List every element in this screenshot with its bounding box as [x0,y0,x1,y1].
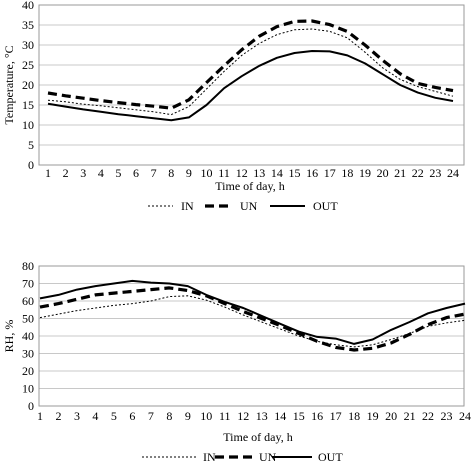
x-tick-label: 1 [37,409,43,423]
x-tick-label: 3 [80,166,86,180]
x-tick-label: 18 [348,409,360,423]
x-tick-label: 16 [311,409,323,423]
x-tick-label: 19 [367,409,379,423]
x-tick-label: 13 [256,409,268,423]
x-tick-label: 10 [200,409,212,423]
x-tick-label: 5 [115,166,121,180]
y-tick-label: 35 [22,18,34,32]
plot-frame [38,4,465,166]
series-line-in [39,295,466,348]
x-tick-label: 23 [441,409,453,423]
x-tick-label: 7 [151,166,157,180]
x-tick-label: 8 [168,166,174,180]
x-axis-label: Time of day, h [223,430,292,444]
x-tick-label: 18 [341,166,353,180]
x-tick-label: 7 [148,409,154,423]
x-tick-label: 11 [218,166,230,180]
plot-frame [38,265,465,407]
x-axis-label: Time of day, h [215,179,284,193]
legend-label-out: OUT [313,199,338,213]
y-axis-label: Temperature, °C [2,45,16,124]
x-tick-label: 24 [459,409,471,423]
x-tick-label: 20 [377,166,389,180]
x-tick-label: 15 [293,409,305,423]
x-tick-label: 21 [404,409,416,423]
x-tick-label: 4 [98,166,104,180]
legend: IN UN OUT [142,450,343,464]
x-tick-label: 14 [274,409,286,423]
y-tick-label: 30 [22,38,34,52]
legend-label-un: UN [240,199,258,213]
x-tick-label: 15 [289,166,301,180]
series-line-in [47,28,454,116]
x-tick-label: 13 [253,166,265,180]
y-axis-label: RH, % [2,320,16,353]
y-tick-label: 80 [22,259,34,273]
y-tick-label: 0 [28,399,34,413]
y-tick-label: 25 [22,58,34,72]
x-tick-label: 5 [111,409,117,423]
y-tick-label: 70 [22,277,34,291]
series-line-un [39,286,466,352]
x-tick-label: 24 [447,166,459,180]
x-tick-label: 2 [55,409,61,423]
x-tick-label: 3 [74,409,80,423]
x-tick-label: 10 [200,166,212,180]
y-tick-label: 40 [22,0,34,12]
x-tick-label: 12 [237,409,249,423]
x-tick-label: 22 [422,409,434,423]
x-tick-label: 22 [412,166,424,180]
y-tick-label: 0 [28,158,34,172]
y-tick-label: 15 [22,98,34,112]
y-tick-label: 40 [22,329,34,343]
x-tick-label: 4 [92,409,98,423]
x-tick-label: 20 [385,409,397,423]
y-tick-label: 5 [28,138,34,152]
x-tick-label: 6 [133,166,139,180]
x-tick-label: 17 [330,409,342,423]
x-tick-label: 2 [63,166,69,180]
x-tick-label: 8 [166,409,172,423]
x-tick-label: 12 [236,166,248,180]
y-tick-label: 20 [22,78,34,92]
legend: IN UN OUT [148,199,338,213]
x-tick-label: 1 [45,166,51,180]
legend-label-un: UN [259,450,277,464]
y-tick-label: 20 [22,364,34,378]
legend-label-in: IN [203,450,216,464]
x-tick-label: 19 [359,166,371,180]
x-tick-label: 6 [129,409,135,423]
y-tick-label: 30 [22,347,34,361]
x-tick-label: 9 [185,409,191,423]
series-line-un [47,19,454,110]
x-tick-label: 17 [324,166,336,180]
x-tick-label: 11 [219,409,231,423]
legend-label-out: OUT [318,450,343,464]
y-tick-label: 50 [22,312,34,326]
legend-label-in: IN [181,199,194,213]
x-tick-label: 23 [429,166,441,180]
x-tick-label: 16 [306,166,318,180]
x-tick-label: 14 [271,166,283,180]
x-tick-label: 9 [186,166,192,180]
series-line-out [39,279,466,345]
y-tick-label: 60 [22,294,34,308]
y-tick-label: 10 [22,382,34,396]
y-tick-label: 10 [22,118,34,132]
series-line-out [47,50,454,122]
x-tick-label: 21 [394,166,406,180]
